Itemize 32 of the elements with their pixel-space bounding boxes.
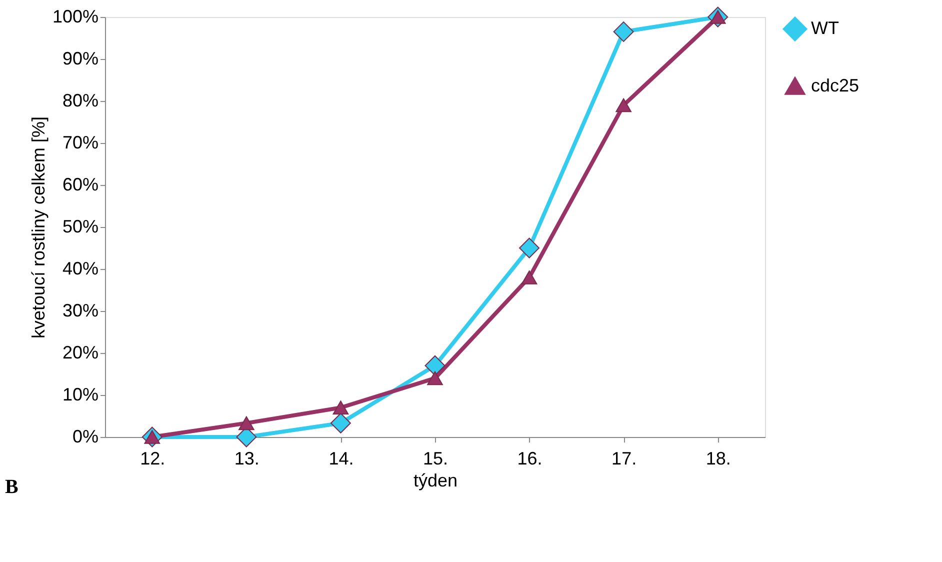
y-tick-label: 30%	[62, 300, 98, 320]
x-tick-label: 18.	[706, 448, 731, 468]
y-tick-label: 100%	[52, 6, 98, 26]
point	[613, 21, 634, 42]
x-tick-label: 17.	[612, 448, 637, 468]
x-tick-label: 15.	[422, 448, 448, 468]
y-tick-label: 50%	[62, 216, 98, 236]
x-tick-label: 16.	[517, 448, 542, 468]
y-tick-label: 10%	[62, 384, 98, 404]
point	[521, 270, 538, 284]
point	[427, 371, 443, 386]
x-tick-label: 13.	[234, 448, 260, 468]
point	[424, 355, 446, 376]
x-tick-label: 14.	[328, 448, 354, 468]
y-tick-label: 20%	[62, 342, 98, 362]
legend-label: cdc25	[811, 76, 860, 96]
y-tick-label: 0%	[72, 426, 98, 446]
x-axis-title: týden	[413, 470, 458, 490]
y-tick-label: 60%	[62, 174, 98, 194]
legend-label: WT	[811, 18, 839, 38]
x-tick-label: 12.	[140, 448, 166, 468]
text: B	[5, 476, 18, 498]
point	[238, 416, 254, 430]
y-axis-title: kvetoucí rostliny celkem [%]	[28, 116, 48, 339]
y-tick-label: 40%	[62, 258, 98, 278]
point	[330, 412, 351, 434]
point	[519, 238, 540, 258]
y-tick-label: 80%	[62, 90, 98, 110]
y-tick-label: 70%	[62, 132, 98, 152]
point	[332, 400, 349, 415]
point	[616, 98, 632, 112]
y-tick-label: 90%	[62, 48, 98, 68]
